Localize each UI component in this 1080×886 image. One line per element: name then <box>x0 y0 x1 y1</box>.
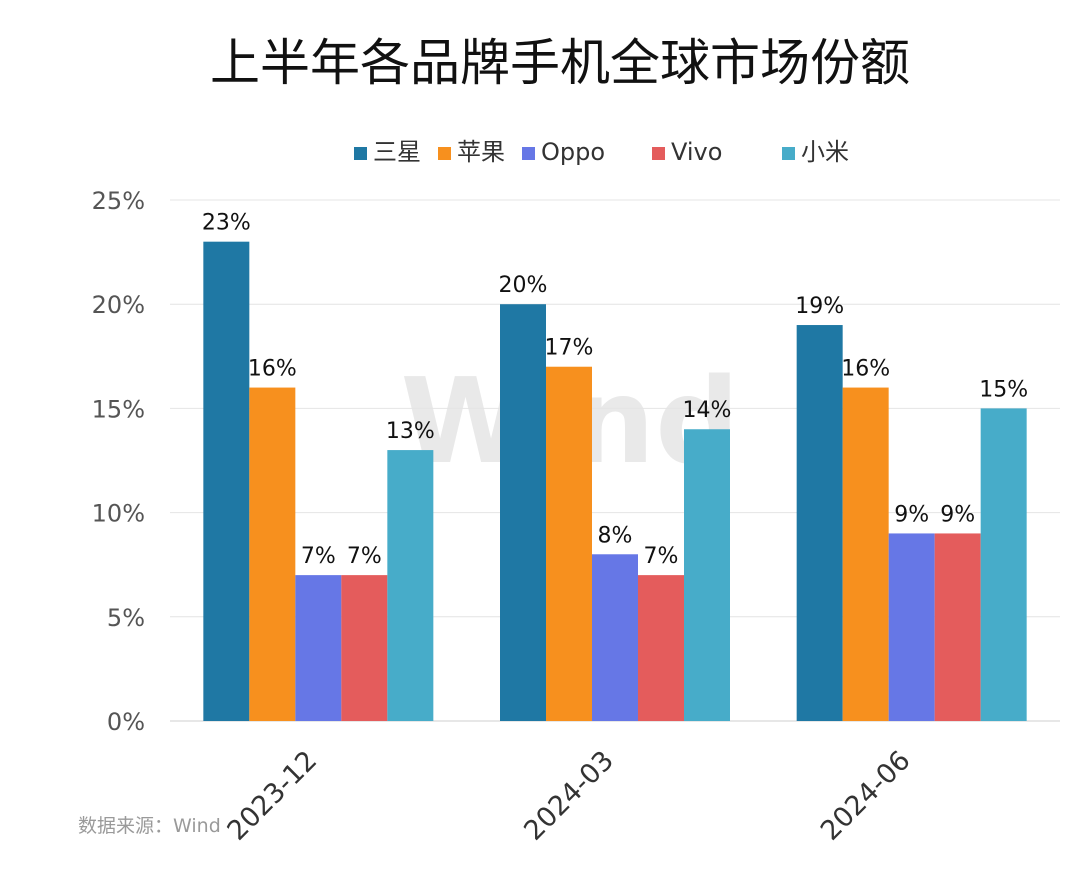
bar <box>249 387 296 721</box>
data-label: 23% <box>202 211 251 236</box>
y-tick-label: 5% <box>107 604 145 632</box>
y-tick-label: 10% <box>92 500 145 528</box>
data-label: 20% <box>499 273 548 298</box>
y-tick-label: 25% <box>92 187 145 215</box>
bar <box>888 533 935 721</box>
y-tick-label: 0% <box>107 708 145 736</box>
bars <box>203 241 1027 721</box>
data-label: 7% <box>644 544 679 569</box>
bar <box>203 241 250 721</box>
bar <box>592 554 638 721</box>
data-label: 16% <box>841 357 890 382</box>
bar <box>980 408 1027 721</box>
legend-label: Oppo <box>541 138 605 166</box>
bar <box>638 575 684 721</box>
legend-swatch <box>782 147 795 160</box>
data-label: 8% <box>598 523 633 548</box>
bar <box>341 575 388 721</box>
legend-label: 苹果 <box>457 138 505 166</box>
chart-title: 上半年各品牌手机全球市场份额 <box>210 34 910 92</box>
data-label: 7% <box>347 544 382 569</box>
data-label: 14% <box>683 398 732 423</box>
legend-swatch <box>652 147 665 160</box>
data-label: 13% <box>386 419 435 444</box>
source-note: 数据来源：Wind <box>78 815 221 837</box>
data-labels: 23% 16% 7% 7% 13% 20% 17% 8% 7% 14% 19% 16% 9% 9% 15% <box>202 211 1028 569</box>
bar <box>842 387 889 721</box>
legend-label: Vivo <box>671 138 722 166</box>
data-label: 16% <box>248 357 297 382</box>
bar <box>500 304 546 721</box>
bar <box>387 450 434 721</box>
bar <box>546 366 592 721</box>
data-label: 9% <box>940 502 975 527</box>
data-label: 19% <box>795 294 844 319</box>
y-tick-label: 20% <box>92 291 145 319</box>
bar <box>295 575 342 721</box>
legend-label: 小米 <box>801 138 849 166</box>
data-label: 15% <box>979 377 1028 402</box>
legend-swatch <box>522 147 535 160</box>
data-label: 9% <box>894 502 929 527</box>
bar <box>684 429 730 721</box>
data-label: 7% <box>301 544 336 569</box>
legend-swatch <box>354 147 367 160</box>
legend-label: 三星 <box>373 138 421 166</box>
legend: 三星 苹果 Oppo Vivo 小米 <box>354 138 849 166</box>
y-tick-label: 15% <box>92 395 145 423</box>
legend-swatch <box>438 147 451 160</box>
bar <box>934 533 981 721</box>
data-label: 17% <box>545 336 594 361</box>
bar <box>796 325 843 721</box>
